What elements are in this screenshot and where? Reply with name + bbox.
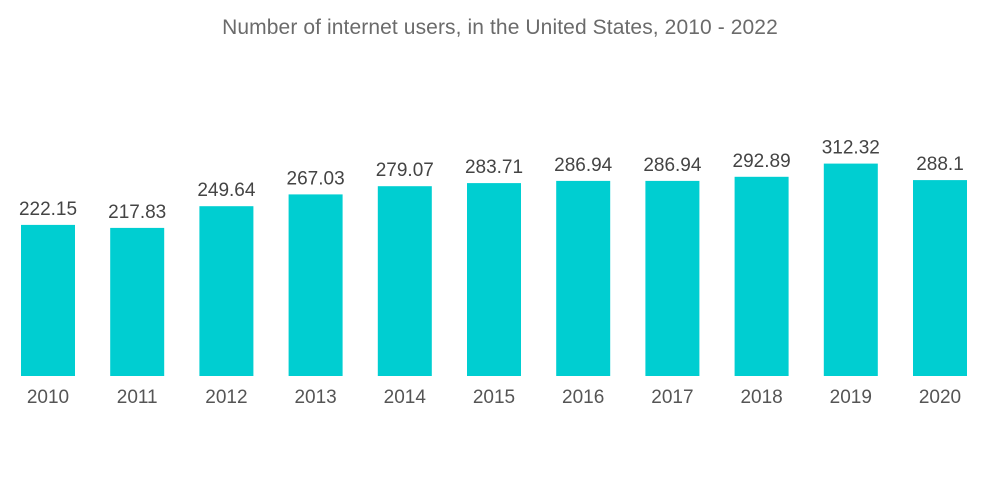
x-axis-ticks: 2010 2011 2012 2013 2014 2015 2016 2017 2018 2019…	[27, 387, 961, 408]
value-label-2015: 283.71	[465, 157, 523, 178]
chart-title: Number of internet users, in the United …	[222, 16, 778, 39]
bar-2015	[467, 183, 521, 376]
x-tick-2020: 2020	[919, 387, 961, 408]
value-labels-group: 222.15 217.83 249.64 267.03 279.07 283.71 286.…	[19, 138, 964, 223]
bar-2014	[377, 186, 432, 376]
bar-2019	[823, 163, 878, 376]
bar-2017	[645, 180, 700, 376]
x-tick-2015: 2015	[473, 387, 515, 408]
value-label-2020: 288.1	[916, 154, 964, 175]
value-label-2019: 312.32	[822, 138, 880, 159]
value-label-2011: 217.83	[108, 202, 166, 223]
bars-group	[21, 163, 967, 376]
value-label-2018: 292.89	[733, 151, 791, 172]
value-label-2014: 279.07	[376, 160, 434, 181]
x-tick-2010: 2010	[27, 387, 69, 408]
x-tick-2016: 2016	[562, 387, 604, 408]
value-label-2017: 286.94	[643, 155, 702, 176]
bar-2013	[288, 194, 343, 376]
x-tick-2019: 2019	[830, 387, 872, 408]
bar-2010	[21, 224, 75, 376]
bar-2020	[913, 180, 967, 376]
x-tick-2012: 2012	[205, 387, 247, 408]
bar-2018	[734, 176, 789, 376]
bar-2016	[556, 180, 611, 376]
x-tick-2017: 2017	[651, 387, 693, 408]
x-tick-2014: 2014	[384, 387, 427, 408]
value-label-2010: 222.15	[19, 199, 77, 220]
bar-2011	[110, 227, 165, 376]
x-tick-2013: 2013	[294, 387, 336, 408]
x-tick-2011: 2011	[117, 387, 158, 408]
value-label-2012: 249.64	[197, 180, 256, 201]
bar-2012	[199, 206, 254, 376]
value-label-2013: 267.03	[287, 168, 345, 189]
value-label-2016: 286.94	[554, 155, 613, 176]
x-tick-2018: 2018	[740, 387, 782, 408]
